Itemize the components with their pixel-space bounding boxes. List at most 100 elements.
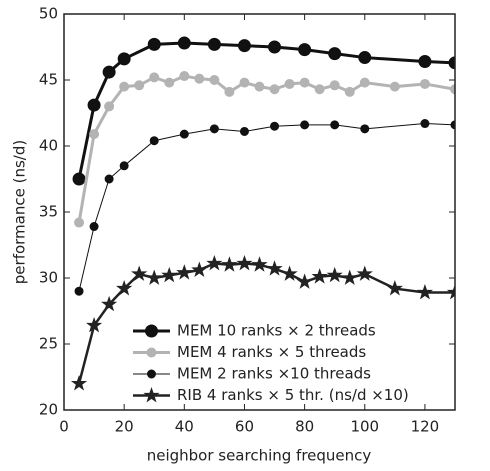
marker (356, 265, 373, 281)
series-line (77, 74, 455, 223)
marker (74, 286, 84, 296)
x-tick-label: 0 (59, 418, 69, 436)
marker (358, 51, 372, 65)
legend-label: RIB 4 ranks × 5 thr. (ns/d ×10) (177, 386, 409, 404)
marker (389, 81, 400, 92)
marker (420, 119, 430, 129)
marker (311, 268, 328, 284)
marker (89, 129, 100, 140)
marker (207, 37, 221, 51)
x-tick-label: 80 (295, 418, 314, 436)
series-line (77, 41, 455, 180)
marker (268, 40, 282, 54)
y-tick-label: 30 (39, 269, 58, 287)
marker (300, 120, 310, 130)
marker (418, 55, 432, 69)
marker (194, 73, 205, 84)
marker (179, 129, 189, 139)
marker (104, 174, 114, 184)
marker (386, 280, 403, 296)
marker (237, 39, 251, 53)
marker (239, 77, 250, 88)
legend-marker (143, 386, 160, 403)
legend-marker (147, 369, 156, 379)
marker (450, 84, 455, 95)
marker (299, 77, 310, 88)
marker (360, 124, 370, 134)
marker (448, 56, 455, 70)
marker (134, 80, 145, 91)
marker (147, 37, 161, 51)
marker (102, 65, 116, 79)
marker (209, 124, 219, 134)
marker (89, 222, 99, 232)
marker (116, 280, 133, 296)
marker (119, 161, 129, 171)
marker (270, 121, 280, 131)
marker (177, 36, 191, 50)
marker (251, 256, 268, 272)
marker (74, 217, 85, 228)
marker (179, 71, 190, 82)
y-tick-label: 35 (39, 203, 58, 221)
plot-area (70, 36, 455, 391)
marker (164, 77, 175, 88)
marker (70, 375, 88, 391)
marker (344, 86, 355, 97)
marker (209, 75, 220, 85)
y-axis-label: performance (ns/d) (11, 140, 29, 284)
marker (328, 47, 342, 61)
y-tick-label: 25 (39, 335, 58, 353)
legend-marker (145, 324, 158, 338)
marker (131, 265, 148, 281)
x-tick-label: 20 (115, 418, 134, 436)
marker (269, 84, 280, 95)
legend-label: MEM 4 ranks × 5 threads (177, 343, 366, 361)
marker (446, 284, 455, 300)
legend-marker (146, 347, 157, 358)
marker (85, 316, 103, 333)
x-tick-label: 40 (175, 418, 194, 436)
legend-label: MEM 10 ranks × 2 threads (177, 322, 376, 340)
marker (416, 283, 434, 300)
marker (281, 265, 298, 281)
marker (191, 261, 208, 277)
marker (236, 254, 253, 271)
marker (146, 269, 163, 285)
marker (221, 256, 238, 272)
marker (314, 84, 325, 95)
marker (330, 120, 340, 130)
x-axis-label: neighbor searching frequency (147, 447, 372, 465)
x-tick-label: 60 (235, 418, 254, 436)
marker (224, 86, 235, 97)
marker (239, 126, 249, 136)
x-tick-label: 120 (411, 418, 440, 436)
marker (359, 77, 370, 88)
marker (149, 72, 160, 83)
marker (176, 264, 193, 280)
marker (298, 43, 312, 57)
marker (450, 120, 455, 130)
marker (72, 172, 86, 186)
marker (101, 295, 118, 312)
marker (206, 254, 223, 271)
legend-label: MEM 2 ranks ×10 threads (177, 365, 371, 383)
marker (161, 266, 178, 283)
y-tick-label: 40 (39, 137, 58, 155)
marker (149, 136, 159, 146)
marker (119, 81, 130, 92)
marker (326, 266, 343, 283)
y-tick-label: 50 (39, 5, 58, 23)
y-tick-label: 20 (39, 401, 58, 419)
marker (104, 101, 115, 112)
marker (329, 80, 340, 91)
marker (284, 78, 295, 89)
marker (87, 98, 101, 112)
x-tick-label: 100 (350, 418, 379, 436)
marker (296, 273, 313, 289)
marker (419, 78, 430, 89)
marker (266, 260, 283, 276)
marker (117, 52, 131, 66)
marker (341, 269, 358, 285)
